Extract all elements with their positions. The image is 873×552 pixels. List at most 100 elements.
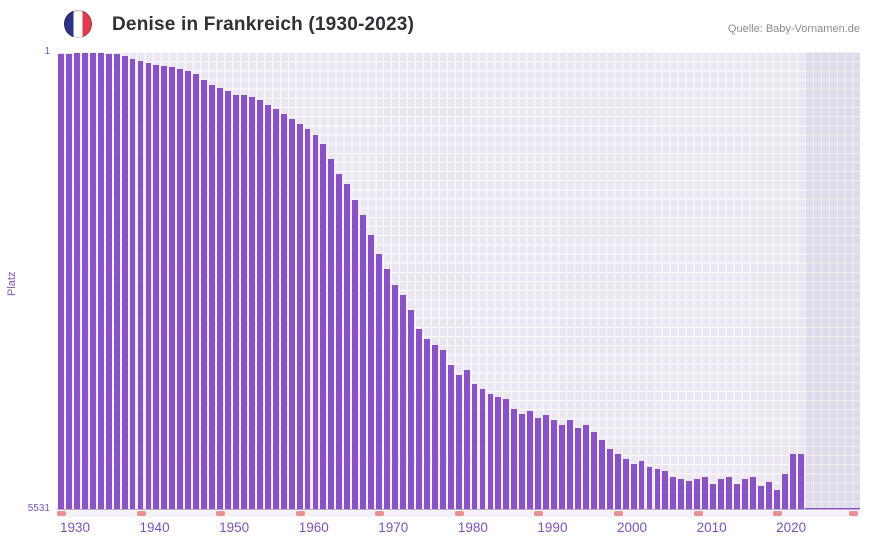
bar-year-1936 [105,53,112,510]
bar-year-1947 [193,73,200,510]
chart-title: Denise in Frankreich (1930-2023) [112,14,415,35]
bar-year-1966 [344,184,351,510]
bar-slot [614,52,622,510]
bar-year-2000 [614,454,621,510]
x-tick-label: 2020 [776,520,807,535]
bar-year-1977 [431,344,438,510]
bar-slot [638,52,646,510]
bar-slot [129,52,137,510]
x-axis-labels: 1930 1940 1950 1960 1970 1980 1990 2000 2010 2020 [57,520,860,540]
bar-year-2006 [662,471,669,510]
bars [57,52,805,510]
tick-strip [57,511,860,517]
bar-year-1969 [368,234,375,510]
bar-slot [367,52,375,510]
bar-year-2019 [765,482,772,510]
bar-year-1953 [240,95,247,510]
bar-slot [630,52,638,510]
bar-year-1935 [97,53,104,510]
bar-slot [765,52,773,510]
bar-year-1959 [288,119,295,510]
bar-slot [343,52,351,510]
bar-slot [455,52,463,510]
x-tick-label: 1930 [59,520,91,535]
bar-year-1985 [495,397,502,510]
bar-slot [558,52,566,510]
bar-slot [375,52,383,510]
bar-year-2001 [622,459,629,510]
bar-year-2008 [678,479,685,510]
bar-year-1973 [400,294,406,510]
bar-slot [327,52,335,510]
bar-year-1943 [161,65,168,510]
bar-slot [749,52,757,510]
decade-tick-marker [773,511,783,516]
axis-end-tick-marker [849,511,858,516]
bar-slot [502,52,510,510]
bar-year-1962 [312,134,319,510]
bar-year-1988 [519,414,526,510]
bar-year-1941 [145,63,152,510]
bar-slot [192,52,200,510]
bar-year-2016 [742,479,748,510]
x-tick-label: 2010 [696,520,727,535]
bar-slot [646,52,654,510]
bar-slot [693,52,701,510]
bar-year-1946 [185,71,192,510]
bar-slot [471,52,479,510]
bar-slot [789,52,797,510]
bar-slot [200,52,208,510]
bar-year-2023 [797,454,804,510]
bar-year-1967 [352,199,359,510]
bar-year-2002 [630,464,637,510]
bar-slot [296,52,304,510]
bar-year-1972 [392,284,398,510]
decade-tick-marker [57,511,66,516]
bar-year-1993 [559,424,565,510]
x-tick-label: 1940 [139,520,170,535]
bar-slot [176,52,184,510]
bar-slot [272,52,280,510]
bar-year-1955 [256,99,263,510]
bar-year-1938 [121,55,128,510]
bar-year-1987 [511,409,518,510]
bar-year-2020 [773,489,780,510]
bar-slot [574,52,582,510]
bar-slot [415,52,423,510]
bar-slot [399,52,407,510]
x-axis-line [57,509,860,510]
bar-year-1983 [479,389,486,510]
plot-area [57,52,860,510]
y-axis-top-label: 1 [44,46,50,57]
bar-year-1992 [551,419,557,510]
bar-year-2005 [654,469,661,510]
bar-slot [550,52,558,510]
bar-year-1931 [65,53,72,510]
bar-slot [463,52,471,510]
bar-year-1990 [535,417,542,510]
bar-slot [335,52,343,510]
bar-year-1961 [304,129,311,510]
bar-slot [773,52,781,510]
bar-year-1995 [574,427,581,510]
bar-year-1984 [487,394,494,510]
bar-year-1958 [280,114,287,510]
future-shade-region [805,52,860,510]
bar-slot [431,52,439,510]
decade-tick-marker [136,511,146,516]
bar-slot [486,52,494,510]
bar-year-2010 [694,479,701,510]
bar-slot [216,52,224,510]
decade-tick-marker [693,511,703,516]
bar-year-1951 [225,91,231,510]
bar-year-1999 [606,449,613,510]
x-tick-label: 1970 [378,520,409,535]
bar-slot [677,52,685,510]
bar-year-2013 [718,479,725,510]
bar-slot [781,52,789,510]
bar-slot [383,52,391,510]
bar-year-1950 [217,87,223,510]
bar-slot [622,52,630,510]
bar-slot [304,52,312,510]
